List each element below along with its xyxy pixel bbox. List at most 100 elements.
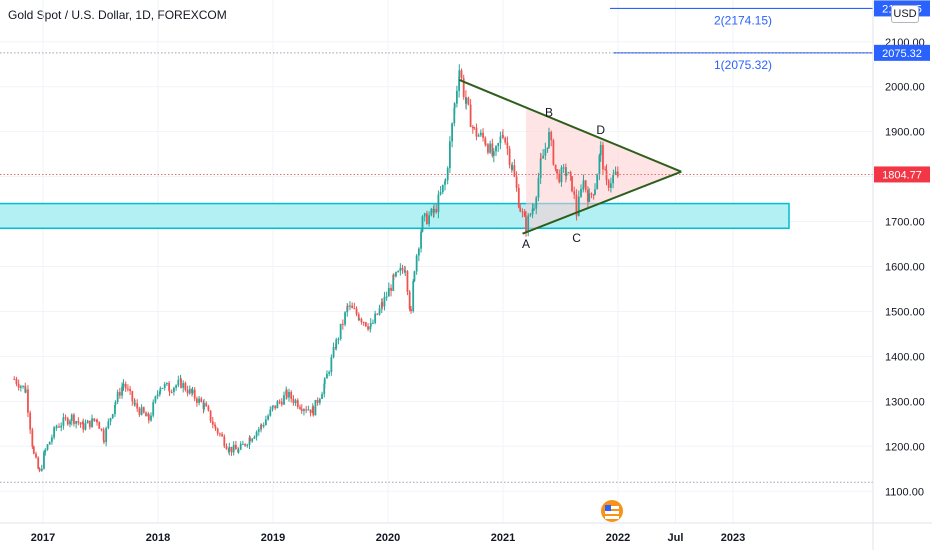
candle-body	[180, 378, 182, 388]
candle-body	[580, 189, 582, 197]
candle-body	[479, 132, 482, 136]
price-label-text: 1804.77	[882, 169, 922, 181]
candle-body	[53, 427, 55, 438]
candle-body	[428, 215, 430, 225]
candle-body	[328, 372, 331, 374]
price-label-box[interactable]	[874, 166, 930, 183]
candle-body	[31, 429, 34, 447]
x-tick-label: 2020	[376, 532, 400, 544]
candle-body	[567, 172, 570, 174]
candle-body	[55, 426, 58, 428]
candle-body	[415, 255, 418, 272]
candle-body	[158, 391, 161, 395]
candle-body	[515, 176, 518, 188]
candle-body	[367, 326, 369, 330]
candle-body	[239, 443, 242, 450]
candle-body	[456, 90, 458, 104]
candle-body	[590, 193, 593, 195]
candle-body	[294, 400, 297, 404]
candle-body	[96, 419, 98, 423]
candle-body	[357, 314, 360, 320]
candle-body	[616, 171, 619, 177]
candle-body	[360, 319, 363, 323]
candle-body	[421, 216, 424, 232]
candle-body	[46, 444, 49, 450]
candle-body	[114, 404, 116, 415]
candle-body	[84, 423, 87, 430]
candle-body	[211, 421, 214, 425]
candle-body	[575, 194, 578, 214]
candle-body	[105, 428, 108, 443]
y-tick-label: 1100.00	[885, 486, 924, 498]
candle-body	[351, 305, 354, 309]
candle-body	[24, 389, 27, 393]
candle-body	[200, 398, 203, 403]
candle-body	[58, 426, 60, 428]
triangle-fill	[526, 107, 682, 233]
candle-body	[307, 409, 310, 411]
y-tick-label: 1300.00	[885, 396, 925, 408]
candle-body	[323, 378, 326, 384]
candle-body	[214, 426, 217, 429]
candle-body	[184, 383, 187, 391]
y-tick-label: 2000.00	[885, 82, 925, 94]
candle-body	[15, 378, 18, 384]
x-tick-label: 2017	[31, 532, 55, 544]
chart-title: Gold Spot / U.S. Dollar, 1D, FOREXCOM	[8, 8, 227, 22]
candle-body	[392, 274, 395, 277]
trendline-lower[interactable]	[522, 170, 682, 235]
candle-body	[376, 313, 379, 315]
candle-body	[471, 126, 474, 128]
x-tick-label: 2022	[606, 532, 630, 544]
candle-body	[487, 144, 489, 153]
candle-body	[504, 137, 507, 143]
candle-body	[296, 400, 299, 408]
candle-body	[188, 388, 191, 394]
candle-body	[346, 306, 349, 308]
candle-body	[467, 97, 470, 105]
support-zone-rect[interactable]	[0, 202, 790, 230]
trendline-upper[interactable]	[458, 79, 682, 173]
candle-body	[332, 347, 335, 358]
candle-body	[129, 388, 131, 392]
candle-body	[369, 323, 372, 327]
price-axis[interactable]: 1100.00 1200.00 1300.00 1400.00 1500.00 1600.…	[872, 0, 930, 550]
candle-body	[136, 403, 139, 409]
price-label-box[interactable]	[874, 44, 930, 61]
candle-body	[98, 422, 101, 429]
candle-body	[497, 143, 500, 146]
candle-body	[358, 319, 361, 321]
candle-body	[469, 104, 472, 127]
candle-body	[214, 424, 216, 427]
candle-body	[142, 407, 145, 413]
candle-body	[272, 405, 274, 407]
currency-button[interactable]: USD	[891, 5, 919, 23]
time-axis[interactable]: 2017 2018 2019 2020 2021 2022 Jul 2023	[0, 522, 932, 544]
y-tick-label: 1400.00	[885, 351, 925, 363]
candle-body	[546, 147, 549, 149]
candle-body	[265, 419, 267, 426]
trendlines[interactable]	[458, 79, 682, 235]
candle-body	[191, 389, 194, 394]
candle-body	[449, 141, 451, 169]
candle-body	[182, 383, 185, 388]
candle-body	[399, 267, 402, 271]
x-tick-label: 2019	[261, 532, 285, 544]
candle-body	[599, 144, 602, 156]
candle-body	[529, 214, 532, 216]
candle-body	[401, 267, 404, 271]
support-zone[interactable]	[0, 202, 790, 230]
economic-event-icon[interactable]	[601, 500, 623, 522]
candle-body	[477, 135, 480, 137]
candle-body	[381, 302, 384, 307]
candle-body	[406, 271, 409, 292]
candle-body	[122, 383, 125, 387]
candle-body	[521, 211, 524, 213]
candle-body	[13, 378, 16, 380]
x-tick-label: 2023	[721, 532, 745, 544]
candle-body	[517, 187, 520, 208]
candle-body	[605, 170, 608, 181]
candle-body	[166, 382, 168, 385]
candle-body	[249, 437, 251, 442]
